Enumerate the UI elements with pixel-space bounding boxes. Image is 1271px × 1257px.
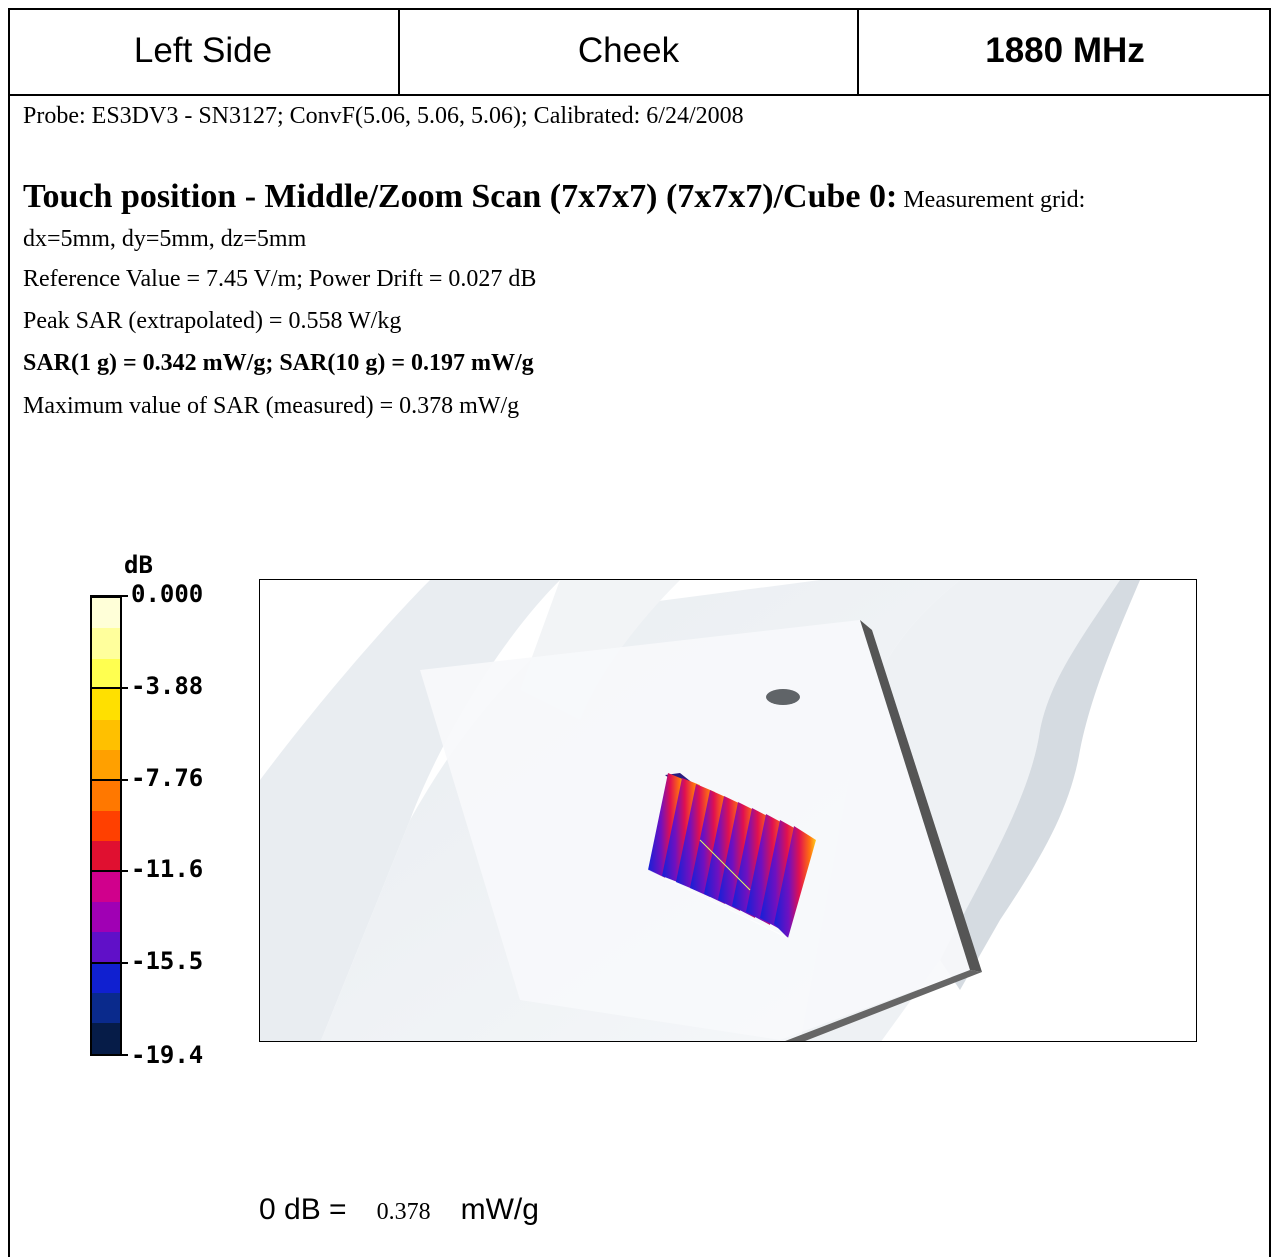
scale-band-2: [92, 658, 120, 690]
scale-band-5: [92, 749, 120, 781]
color-scale: [90, 596, 122, 1056]
zero-db-reference: 0 dB = 0.378 mW/g: [259, 1193, 539, 1227]
footer-value: 0.378: [376, 1199, 431, 1225]
scale-tick: [90, 595, 128, 597]
scale-band-10: [92, 901, 120, 933]
scale-band-11: [92, 932, 120, 963]
grid-values: dx=5mm, dy=5mm, dz=5mm: [23, 226, 307, 252]
scale-tick: [90, 962, 128, 964]
header-frequency: 1880 MHz: [985, 31, 1145, 70]
zoom-scan-cube: [647, 773, 816, 939]
scale-band-13: [92, 993, 120, 1024]
scale-band-0: [92, 598, 120, 629]
footer-unit: mW/g: [460, 1193, 539, 1226]
scale-tick: [90, 1054, 128, 1056]
reference-value: Reference Value = 7.45 V/m; Power Drift …: [23, 266, 537, 292]
legend-unit: dB: [124, 551, 153, 579]
scale-band-9: [92, 871, 120, 902]
scale-tick: [90, 687, 128, 689]
page-frame: [8, 8, 1271, 1257]
footer-prefix: 0 dB =: [259, 1193, 347, 1226]
scale-band-14: [92, 1023, 120, 1054]
scale-band-7: [92, 810, 120, 842]
scale-band-3: [92, 689, 120, 720]
scale-band-4: [92, 719, 120, 750]
scan-heading: Touch position - Middle/Zoom Scan (7x7x7…: [23, 178, 1085, 216]
header-position: Cheek: [400, 8, 859, 94]
sar-values: SAR(1 g) = 0.342 mW/g; SAR(10 g) = 0.197…: [23, 350, 534, 376]
scan-title: Touch position - Middle/Zoom Scan (7x7x7…: [23, 178, 898, 215]
scale-band-6: [92, 780, 120, 811]
legend-label-4: -15.5: [131, 947, 204, 975]
grid-label: Measurement grid:: [903, 187, 1086, 213]
legend-label-2: -7.76: [131, 764, 204, 792]
phantom-render: [260, 580, 1140, 1041]
probe-info: Probe: ES3DV3 - SN3127; ConvF(5.06, 5.06…: [23, 103, 744, 129]
legend-label-1: -3.88: [131, 672, 204, 700]
scale-band-1: [92, 628, 120, 659]
legend-label-3: -11.6: [131, 855, 204, 883]
legend-label-5: -19.4: [131, 1041, 204, 1069]
scale-band-12: [92, 962, 120, 994]
scale-band-8: [92, 841, 120, 872]
header-side: Left Side: [8, 8, 400, 94]
scale-tick: [90, 779, 128, 781]
sar-3d-view: [259, 579, 1197, 1042]
scale-tick: [90, 870, 128, 872]
legend-label-0: 0.000: [131, 580, 204, 608]
max-sar: Maximum value of SAR (measured) = 0.378 …: [23, 393, 520, 419]
header-table: Left Side Cheek 1880 MHz: [8, 8, 1271, 96]
peak-sar: Peak SAR (extrapolated) = 0.558 W/kg: [23, 308, 402, 334]
